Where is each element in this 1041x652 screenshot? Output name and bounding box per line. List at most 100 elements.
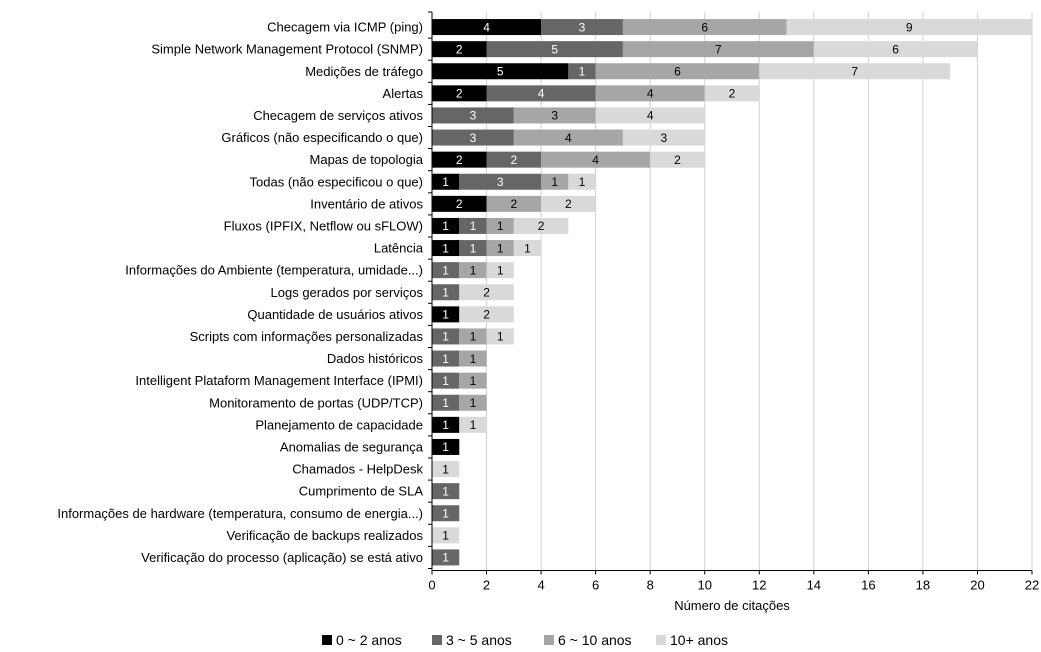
- bar-segment: [622, 129, 705, 146]
- data-label: 1: [497, 241, 504, 255]
- category-label: Verificação de backups realizados: [226, 528, 423, 543]
- data-label: 1: [470, 374, 477, 388]
- category-label: Scripts com informações personalizadas: [190, 329, 424, 344]
- category-label: Logs gerados por serviços: [271, 285, 424, 300]
- bar-segment: [595, 63, 760, 80]
- bar-segment: [541, 195, 596, 212]
- bar-segment: [513, 240, 542, 257]
- data-label: 4: [647, 87, 654, 101]
- data-label: 6: [674, 64, 681, 78]
- data-label: 2: [510, 153, 517, 167]
- data-label: 5: [497, 64, 504, 78]
- bar-segment: [432, 461, 460, 478]
- data-label: 1: [470, 352, 477, 366]
- bar-segment: [432, 394, 460, 411]
- data-label: 6: [701, 20, 708, 34]
- legend-item: 10+ anos: [656, 632, 728, 648]
- category-label: Checagem via ICMP (ping): [267, 20, 423, 35]
- data-label: 1: [551, 175, 558, 189]
- bar-segment: [486, 240, 514, 257]
- bar-segment: [432, 306, 460, 323]
- bar-segment: [486, 217, 514, 234]
- data-label: 1: [524, 241, 531, 255]
- category-label: Alertas: [383, 86, 424, 101]
- data-label: 1: [579, 175, 586, 189]
- data-label: 3: [470, 109, 477, 123]
- category-label: Quantidade de usuários ativos: [247, 307, 423, 322]
- bar-segment: [704, 85, 760, 102]
- data-label: 1: [442, 462, 449, 476]
- category-label: Informações do Ambiente (temperatura, um…: [125, 263, 423, 278]
- category-label: Dados históricos: [327, 351, 424, 366]
- category-label: Informações de hardware (temperatura, co…: [57, 506, 423, 521]
- gridlines: [486, 12, 1033, 571]
- data-label: 7: [715, 42, 722, 56]
- data-label: 2: [729, 87, 736, 101]
- category-label: Inventário de ativos: [310, 196, 423, 211]
- bar-segment: [459, 240, 487, 257]
- bar-segment: [432, 416, 460, 433]
- bars: 4 3 6 92 5 7 65 1 6 72 4 4 23 3 43 4 32 2 4 21 3 1 12 2 21 1 1 21 1 1…: [432, 19, 1032, 566]
- bar-segment: [432, 19, 542, 36]
- bar-segment: [486, 262, 514, 279]
- category-label: Latência: [374, 241, 424, 256]
- bar-segment: [459, 416, 487, 433]
- bar-segment: [541, 151, 651, 168]
- legend-swatch: [544, 635, 554, 645]
- category-label: Anomalias de segurança: [280, 439, 424, 454]
- data-label: 4: [538, 87, 545, 101]
- category-label: Medições de tráfego: [305, 64, 423, 79]
- bar-segment: [813, 41, 978, 58]
- bar-segment: [459, 394, 487, 411]
- bar-segment: [432, 85, 487, 102]
- bar-segment: [432, 151, 487, 168]
- data-label: 3: [470, 131, 477, 145]
- bar-segment: [513, 107, 596, 124]
- data-label: 1: [442, 551, 449, 565]
- bar-segment: [432, 195, 487, 212]
- bar-segment: [486, 328, 514, 345]
- bar-segment: [541, 173, 569, 190]
- x-tick-label: 2: [483, 578, 490, 593]
- data-label: 7: [851, 64, 858, 78]
- bar-segment: [459, 173, 542, 190]
- x-tick-label: 12: [752, 578, 766, 593]
- bar-segment: [432, 350, 460, 367]
- data-label: 1: [579, 64, 586, 78]
- data-label: 2: [538, 219, 545, 233]
- data-label: 1: [442, 506, 449, 520]
- bar-segment: [759, 63, 951, 80]
- x-axis-title: Número de citações: [674, 598, 790, 613]
- legend-label: 3 ~ 5 anos: [446, 632, 512, 648]
- legend-item: 3 ~ 5 anos: [432, 632, 512, 648]
- data-label: 1: [497, 219, 504, 233]
- data-label: 1: [442, 529, 449, 543]
- data-label: 1: [442, 352, 449, 366]
- bar-segment: [568, 173, 596, 190]
- data-label: 2: [483, 285, 490, 299]
- axes: [428, 11, 1032, 571]
- bar-segment: [622, 19, 787, 36]
- data-label: 1: [497, 330, 504, 344]
- bar-segment: [432, 63, 569, 80]
- category-label: Monitoramento de portas (UDP/TCP): [209, 395, 423, 410]
- data-label: 2: [674, 153, 681, 167]
- data-label: 1: [442, 396, 449, 410]
- bar-segment: [541, 19, 623, 36]
- category-label: Planejamento de capacidade: [255, 417, 423, 432]
- bar-segment: [595, 85, 705, 102]
- bar-segment: [432, 107, 514, 124]
- bar-segment: [486, 85, 596, 102]
- bar-segment: [432, 284, 460, 301]
- bar-segment: [432, 217, 460, 234]
- bar-segment: [459, 306, 514, 323]
- legend-swatch: [322, 635, 332, 645]
- bar-segment: [432, 173, 460, 190]
- category-label: Verificação do processo (aplicação) se e…: [141, 550, 423, 565]
- category-label: Intelligent Plataform Management Interfa…: [135, 373, 423, 388]
- bar-segment: [432, 527, 460, 544]
- data-label: 1: [442, 484, 449, 498]
- data-label: 2: [456, 153, 463, 167]
